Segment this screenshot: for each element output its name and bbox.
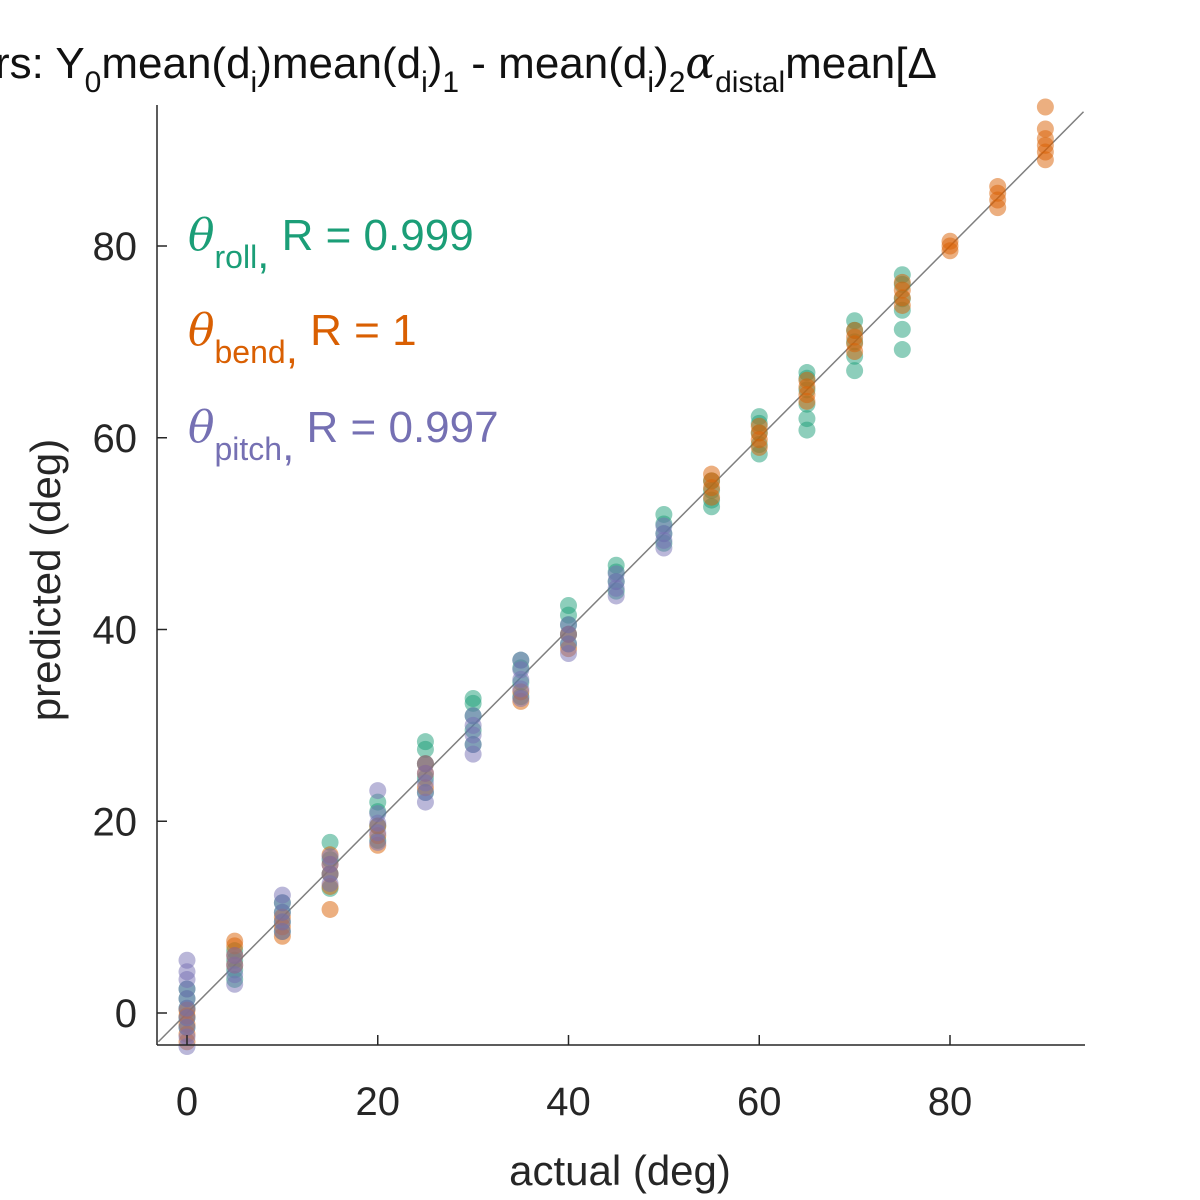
x-tick-label: 0 (176, 1080, 198, 1124)
legend-stat: R = 0.997 (294, 403, 498, 452)
point-roll (416, 733, 434, 751)
title-part: )mean(d (257, 39, 421, 88)
legend-entry-roll: θroll, R = 0.999 (188, 210, 474, 278)
point-roll (321, 833, 339, 851)
point-bend (1036, 120, 1054, 138)
point-roll (893, 320, 911, 338)
point-roll (846, 362, 864, 380)
x-ticks: 0 20 40 60 80 (176, 1035, 972, 1124)
series-pitch (178, 517, 673, 1056)
y-tick-label: 60 (93, 417, 138, 461)
y-ticks: 0 20 40 60 80 (93, 225, 167, 1036)
chart-title: rs: Y0mean(di)mean(di)1 - mean(di)2αdist… (0, 38, 937, 99)
x-axis-label: actual (deg) (509, 1147, 731, 1194)
title-part: mean[Δ (785, 39, 937, 88)
y-axis-label: predicted (deg) (22, 439, 69, 722)
legend-entry-bend: θbend, R = 1 (188, 305, 417, 373)
legend-subscript: bend (215, 334, 286, 370)
legend-stat: R = 0.999 (269, 211, 473, 260)
title-subscript: 1 (442, 66, 459, 99)
legend-stat: R = 1 (298, 306, 417, 355)
point-roll (798, 410, 816, 428)
point-roll (464, 690, 482, 708)
legend-subscript: roll (215, 239, 258, 275)
point-pitch (273, 886, 291, 904)
data-points (178, 98, 1054, 1056)
point-pitch (226, 946, 244, 964)
title-subscript: i (647, 66, 654, 99)
point-pitch (369, 805, 387, 823)
title-prefix: rs: (0, 39, 55, 88)
point-bend (750, 417, 768, 435)
legend-sep: , (282, 421, 294, 470)
y-tick-label: 80 (93, 225, 138, 269)
point-bend (798, 371, 816, 389)
title-subscript: distal (715, 66, 785, 99)
title-part: Y (55, 39, 84, 88)
point-bend (989, 178, 1007, 196)
title-part: ) (654, 39, 669, 88)
legend-sep: , (286, 324, 298, 373)
point-pitch (560, 616, 577, 634)
title-subscript: i (421, 66, 428, 99)
point-bend (1036, 98, 1054, 116)
x-tick-label: 80 (928, 1080, 973, 1124)
legend-symbol: θ (188, 402, 215, 453)
point-pitch (178, 951, 196, 969)
legend-subscript: pitch (215, 431, 283, 467)
title-part: α (685, 38, 715, 89)
x-tick-label: 60 (737, 1080, 782, 1124)
point-pitch (321, 848, 339, 866)
point-pitch (607, 565, 625, 583)
point-pitch (655, 517, 673, 535)
point-bend (941, 232, 959, 250)
legend-symbol: θ (188, 305, 215, 356)
x-tick-label: 40 (546, 1080, 591, 1124)
point-bend (893, 273, 911, 291)
point-bend (846, 321, 864, 339)
point-bend (226, 932, 244, 950)
y-tick-label: 20 (93, 800, 138, 844)
legend-symbol: θ (188, 210, 215, 261)
y-tick-label: 40 (93, 609, 138, 653)
point-roll (560, 597, 577, 615)
point-bend (321, 900, 339, 918)
point-roll (893, 341, 911, 359)
title-subscript: 2 (669, 66, 686, 99)
point-pitch (416, 755, 434, 773)
legend-sep: , (257, 229, 269, 278)
point-bend (703, 465, 721, 483)
title-part: ) (428, 39, 443, 88)
point-pitch (369, 782, 387, 800)
legend-entry-pitch: θpitch, R = 0.997 (188, 402, 499, 470)
axes (156, 105, 1085, 1046)
title-part: - mean(d (459, 39, 647, 88)
point-pitch (512, 651, 530, 669)
title-part: mean(d (101, 39, 250, 88)
x-tick-label: 20 (356, 1080, 401, 1124)
title-subscript: 0 (85, 66, 102, 99)
y-tick-label: 0 (115, 992, 137, 1036)
title-subscript: i (251, 66, 258, 99)
point-pitch (464, 707, 482, 725)
